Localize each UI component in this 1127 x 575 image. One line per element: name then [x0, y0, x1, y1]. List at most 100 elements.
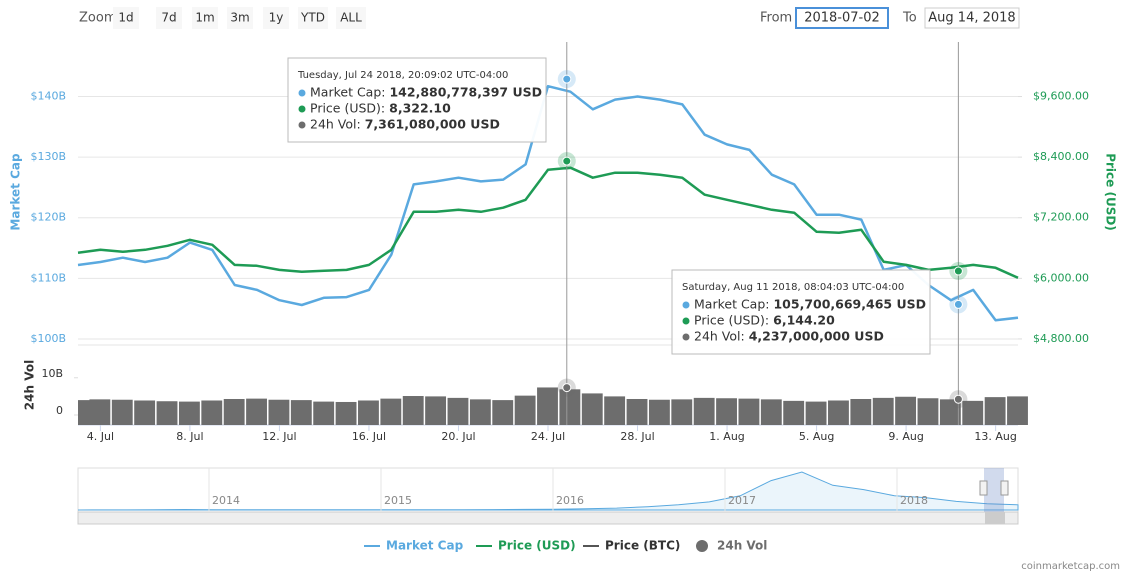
tooltip: Tuesday, Jul 24 2018, 20:09:02 UTC-04:00… [287, 57, 547, 143]
hover-marker [562, 383, 572, 393]
x-tick-label: 12. Jul [262, 430, 296, 443]
tooltip-box [287, 57, 547, 143]
volume-bar [335, 401, 357, 425]
volume-bar [134, 400, 156, 425]
y-tick-label: $120B [30, 211, 66, 224]
tooltip-dot [682, 317, 690, 325]
navigator-year-label: 2016 [556, 494, 584, 507]
volume-bar [760, 399, 782, 425]
zoom-button[interactable] [113, 7, 139, 29]
volume-bar [939, 399, 961, 425]
volume-bar [380, 398, 402, 425]
navigator-handle[interactable] [1000, 480, 1009, 496]
volume-bar [514, 395, 536, 425]
series-line [77, 166, 1019, 279]
zoom-button-label[interactable]: YTD [300, 11, 325, 25]
zoom-button[interactable] [156, 7, 182, 29]
zoom-button-label[interactable]: 1d [118, 11, 133, 25]
volume-bar [111, 399, 133, 425]
scrollbar[interactable] [77, 511, 1019, 525]
volume-bar [872, 397, 894, 425]
volume-bar [559, 389, 581, 425]
scrollbar-thumb[interactable] [985, 512, 1005, 524]
volume-bar [313, 401, 335, 425]
hover-marker [562, 74, 572, 84]
volume-bar [850, 398, 872, 425]
zoom-button[interactable] [298, 7, 328, 29]
tooltip-value: 8,322.10 [389, 101, 451, 116]
volume-bar [895, 396, 917, 425]
legend-label[interactable]: Market Cap [386, 539, 464, 553]
navigator-year-label: 2017 [728, 494, 756, 507]
hover-marker [562, 156, 572, 166]
y-axis-title: Market Cap [9, 153, 23, 231]
tooltip-label: 24h Vol: [310, 117, 361, 132]
to-input[interactable] [924, 7, 1020, 29]
zoom-button-label[interactable]: 7d [161, 11, 176, 25]
tooltip-dot [682, 333, 690, 341]
volume-bar [469, 399, 491, 425]
volume-bar [178, 401, 200, 425]
navigator-handle[interactable] [979, 480, 988, 496]
x-tick-label: 5. Aug [799, 430, 834, 443]
y2-tick-label: $7,200.00 [1033, 211, 1089, 224]
from-input[interactable] [795, 7, 889, 29]
tooltip-label: Market Cap: [694, 297, 769, 312]
volume-bar [917, 398, 939, 425]
legend-label[interactable]: Price (BTC) [605, 539, 680, 553]
x-tick-label: 16. Jul [352, 430, 386, 443]
tooltip-label: Price (USD): [694, 313, 769, 328]
y-tick-label: $110B [30, 271, 66, 284]
volume-bar [492, 400, 514, 425]
zoom-button[interactable] [336, 7, 366, 29]
x-tick-label: 9. Aug [888, 430, 923, 443]
tooltip-dot [298, 105, 306, 113]
tooltip-label: 24h Vol: [694, 329, 745, 344]
to-value[interactable]: Aug 14, 2018 [928, 11, 1015, 26]
volume-bar [89, 399, 111, 425]
volume-bar [604, 396, 626, 425]
zoom-button-label[interactable]: ALL [340, 11, 362, 25]
hover-marker [953, 394, 963, 404]
zoom-button-label[interactable]: 1m [195, 11, 214, 25]
x-tick-label: 1. Aug [709, 430, 744, 443]
y-tick-label: $140B [30, 90, 66, 103]
navigator-area [77, 471, 1019, 511]
volume-bar [626, 398, 648, 425]
volume-bar [358, 400, 379, 425]
y-tick-label: $130B [30, 150, 66, 163]
tooltip-label: Price (USD): [310, 101, 385, 116]
tooltip-dot [682, 301, 690, 309]
volume-bar [984, 397, 1006, 425]
zoom-button-label[interactable]: 3m [230, 11, 249, 25]
tooltip-value: 142,880,778,397 USD [389, 85, 542, 100]
zoom-button[interactable] [192, 7, 218, 29]
zoom-button-label[interactable]: 1y [269, 11, 284, 25]
hover-marker [953, 299, 963, 309]
y2-tick-label: $8,400.00 [1033, 150, 1089, 163]
tooltip-header: Tuesday, Jul 24 2018, 20:09:02 UTC-04:00 [297, 70, 508, 81]
legend-label[interactable]: 24h Vol [717, 539, 767, 553]
navigator-selection[interactable] [984, 468, 1004, 512]
volume-bar [402, 396, 424, 425]
navigator-year-label: 2018 [900, 494, 928, 507]
x-tick-label: 8. Jul [176, 430, 203, 443]
volume-bar [828, 400, 849, 425]
x-tick-label: 20. Jul [441, 430, 475, 443]
tooltip-value: 4,237,000,000 USD [749, 329, 884, 344]
volume-bar [425, 396, 447, 425]
from-value[interactable]: 2018-07-02 [804, 11, 880, 26]
tooltip-box [671, 269, 931, 355]
zoom-button[interactable] [263, 7, 289, 29]
tooltip-value: 6,144.20 [773, 313, 835, 328]
zoom-button[interactable] [227, 7, 253, 29]
volume-bar [1007, 396, 1028, 425]
series-line [77, 84, 1019, 322]
volume-bar [290, 400, 312, 425]
from-label: From [760, 11, 792, 26]
legend-label[interactable]: Price (USD) [498, 539, 576, 553]
volume-bar [962, 400, 984, 425]
y-tick-label: $100B [30, 332, 66, 345]
